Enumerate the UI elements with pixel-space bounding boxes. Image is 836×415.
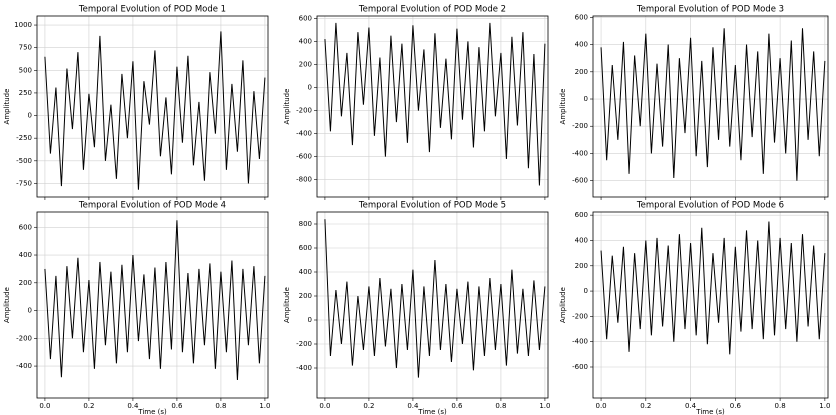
y-tick-label: 600 [299, 14, 312, 22]
y-tick-label: -200 [16, 334, 32, 342]
axes-frame [316, 15, 549, 198]
axes-frame [592, 15, 829, 198]
y-tick-label: -500 [16, 157, 32, 165]
x-tick-label: 0.8 [775, 402, 786, 410]
line [44, 220, 266, 380]
chart-title: Temporal Evolution of POD Mode 6 [636, 201, 784, 211]
y-axis-label: Amplitude [559, 89, 567, 125]
y-tick-label: 800 [299, 220, 312, 228]
x-tick-label: 0.2 [83, 402, 94, 410]
y-tick-label: 600 [19, 223, 32, 231]
chart-title: Temporal Evolution of POD Mode 4 [78, 201, 226, 211]
x-tick-label: 0.8 [215, 402, 226, 410]
x-tick-label: 0.0 [39, 402, 50, 410]
y-tick-label: 200 [575, 262, 588, 270]
x-axis-label: Time (s) [695, 408, 725, 415]
y-tick-label: 400 [299, 268, 312, 276]
y-tick-label: -400 [572, 338, 588, 346]
y-tick-label: -250 [16, 134, 32, 142]
y-tick-label: -200 [296, 107, 312, 115]
y-tick-label: 600 [575, 13, 588, 21]
y-tick-label: 0 [308, 83, 312, 91]
y-tick-label: -600 [572, 177, 588, 185]
x-tick-label: 0.2 [640, 402, 651, 410]
y-tick-label: 0 [28, 112, 32, 120]
chart-title: Temporal Evolution of POD Mode 5 [358, 201, 506, 211]
y-tick-label: 0 [584, 287, 588, 295]
y-tick-label: -400 [572, 149, 588, 157]
y-axis-label: Amplitude [559, 287, 567, 323]
y-tick-label: 1000 [14, 21, 32, 29]
y-tick-label: -750 [16, 179, 32, 187]
chart-title: Temporal Evolution of POD Mode 2 [358, 5, 506, 15]
y-tick-label: 0 [308, 316, 312, 324]
y-axis-label: Amplitude [283, 287, 291, 323]
x-tick-label: 1.0 [539, 402, 550, 410]
y-tick-label: -400 [296, 130, 312, 138]
y-tick-label: 400 [299, 37, 312, 45]
x-tick-label: 0.4 [685, 402, 697, 410]
y-tick-label: -400 [296, 364, 312, 372]
line [600, 28, 826, 181]
y-tick-label: 200 [299, 60, 312, 68]
x-tick-label: 0.2 [363, 402, 374, 410]
y-tick-label: 200 [575, 68, 588, 76]
y-axis-label: Amplitude [3, 287, 11, 323]
line [600, 221, 826, 355]
y-tick-label: -400 [16, 362, 32, 370]
y-tick-label: 400 [575, 236, 588, 244]
x-tick-label: 1.0 [259, 402, 270, 410]
y-tick-label: 200 [19, 279, 32, 287]
axes-frame [36, 211, 269, 399]
axes-frame [316, 211, 549, 399]
y-tick-label: 250 [19, 89, 32, 97]
axes-frame [592, 211, 829, 399]
x-tick-label: 0.0 [595, 402, 606, 410]
x-tick-label: 0.6 [730, 402, 742, 410]
y-axis-label: Amplitude [3, 89, 11, 125]
y-tick-label: 400 [575, 41, 588, 49]
y-tick-label: -600 [296, 153, 312, 161]
y-tick-label: 750 [19, 44, 32, 52]
line [324, 219, 546, 378]
x-tick-label: 1.0 [819, 402, 830, 410]
y-tick-label: 500 [19, 66, 32, 74]
x-tick-label: 0.4 [407, 402, 419, 410]
y-tick-label: 400 [19, 251, 32, 259]
y-axis-label: Amplitude [283, 89, 291, 125]
x-tick-label: 0.0 [319, 402, 330, 410]
y-tick-label: 0 [584, 95, 588, 103]
line [324, 22, 546, 186]
x-tick-label: 0.6 [171, 402, 183, 410]
x-tick-label: 0.8 [495, 402, 506, 410]
y-tick-label: 0 [28, 307, 32, 315]
chart-title: Temporal Evolution of POD Mode 1 [78, 5, 226, 15]
y-tick-label: -200 [572, 122, 588, 130]
y-tick-label: 600 [575, 211, 588, 219]
x-axis-label: Time (s) [417, 408, 447, 415]
x-tick-label: 0.4 [127, 402, 139, 410]
axes-frame [36, 15, 269, 198]
line [44, 31, 266, 190]
y-tick-label: 600 [299, 244, 312, 252]
x-tick-label: 0.6 [451, 402, 463, 410]
y-tick-label: 200 [299, 292, 312, 300]
y-tick-label: -200 [572, 312, 588, 320]
x-axis-label: Time (s) [137, 408, 167, 415]
y-tick-label: -800 [296, 176, 312, 184]
chart-title: Temporal Evolution of POD Mode 3 [636, 5, 784, 15]
y-tick-label: -600 [572, 363, 588, 371]
y-tick-label: -200 [296, 340, 312, 348]
